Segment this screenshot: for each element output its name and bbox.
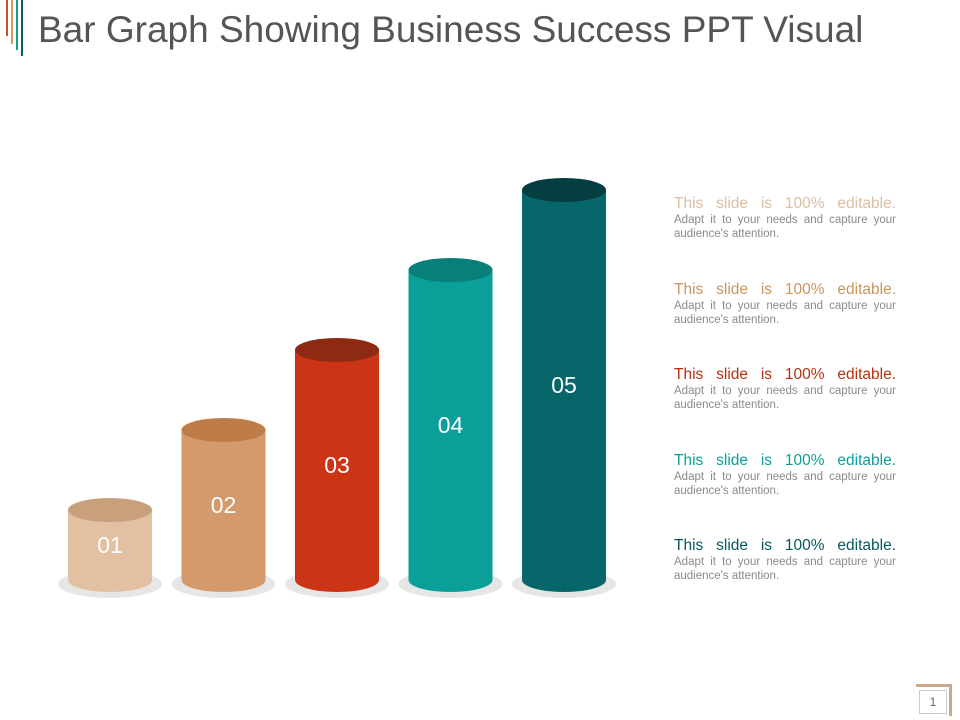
bar-label: 01	[97, 532, 123, 558]
legend-item: This slide is 100% editable. Adapt it to…	[674, 195, 896, 241]
page-number-corner	[916, 684, 952, 716]
bar-top	[181, 418, 266, 442]
bar-top	[408, 258, 493, 282]
bar	[408, 270, 493, 592]
title-accent-bars	[6, 0, 30, 56]
legend-body: Adapt it to your needs and capture your …	[674, 556, 896, 582]
legend-body: Adapt it to your needs and capture your …	[674, 300, 896, 326]
accent-bar	[6, 0, 8, 36]
legend-heading: This slide is 100% editable.	[674, 452, 896, 469]
bar-top	[68, 498, 152, 522]
page-number: 1	[919, 690, 947, 714]
legend-item: This slide is 100% editable. Adapt it to…	[674, 281, 896, 327]
accent-bar	[11, 0, 13, 44]
legend-body: Adapt it to your needs and capture your …	[674, 214, 896, 240]
bar-chart: 01 02 03 04 05	[58, 178, 616, 598]
legend-body: Adapt it to your needs and capture your …	[674, 385, 896, 411]
bar	[295, 350, 379, 592]
bar-top	[295, 338, 379, 362]
bar	[522, 190, 606, 592]
accent-bar	[16, 0, 18, 50]
bar-top	[522, 178, 606, 202]
accent-bar	[21, 0, 23, 56]
legend-body: Adapt it to your needs and capture your …	[674, 471, 896, 497]
legend-heading: This slide is 100% editable.	[674, 366, 896, 383]
legend-heading: This slide is 100% editable.	[674, 537, 896, 554]
bar	[68, 510, 152, 592]
legend-item: This slide is 100% editable. Adapt it to…	[674, 537, 896, 583]
legend-item: This slide is 100% editable. Adapt it to…	[674, 366, 896, 412]
page-title: Bar Graph Showing Business Success PPT V…	[38, 9, 864, 50]
legend-heading: This slide is 100% editable.	[674, 195, 896, 212]
bar	[181, 430, 266, 592]
legend-heading: This slide is 100% editable.	[674, 281, 896, 298]
legend-item: This slide is 100% editable. Adapt it to…	[674, 452, 896, 498]
bar-label: 02	[211, 492, 237, 518]
page-number-box: 1	[916, 684, 952, 716]
bar-label: 03	[324, 452, 350, 478]
bar-label: 05	[551, 372, 577, 398]
bar-label: 04	[438, 412, 464, 438]
